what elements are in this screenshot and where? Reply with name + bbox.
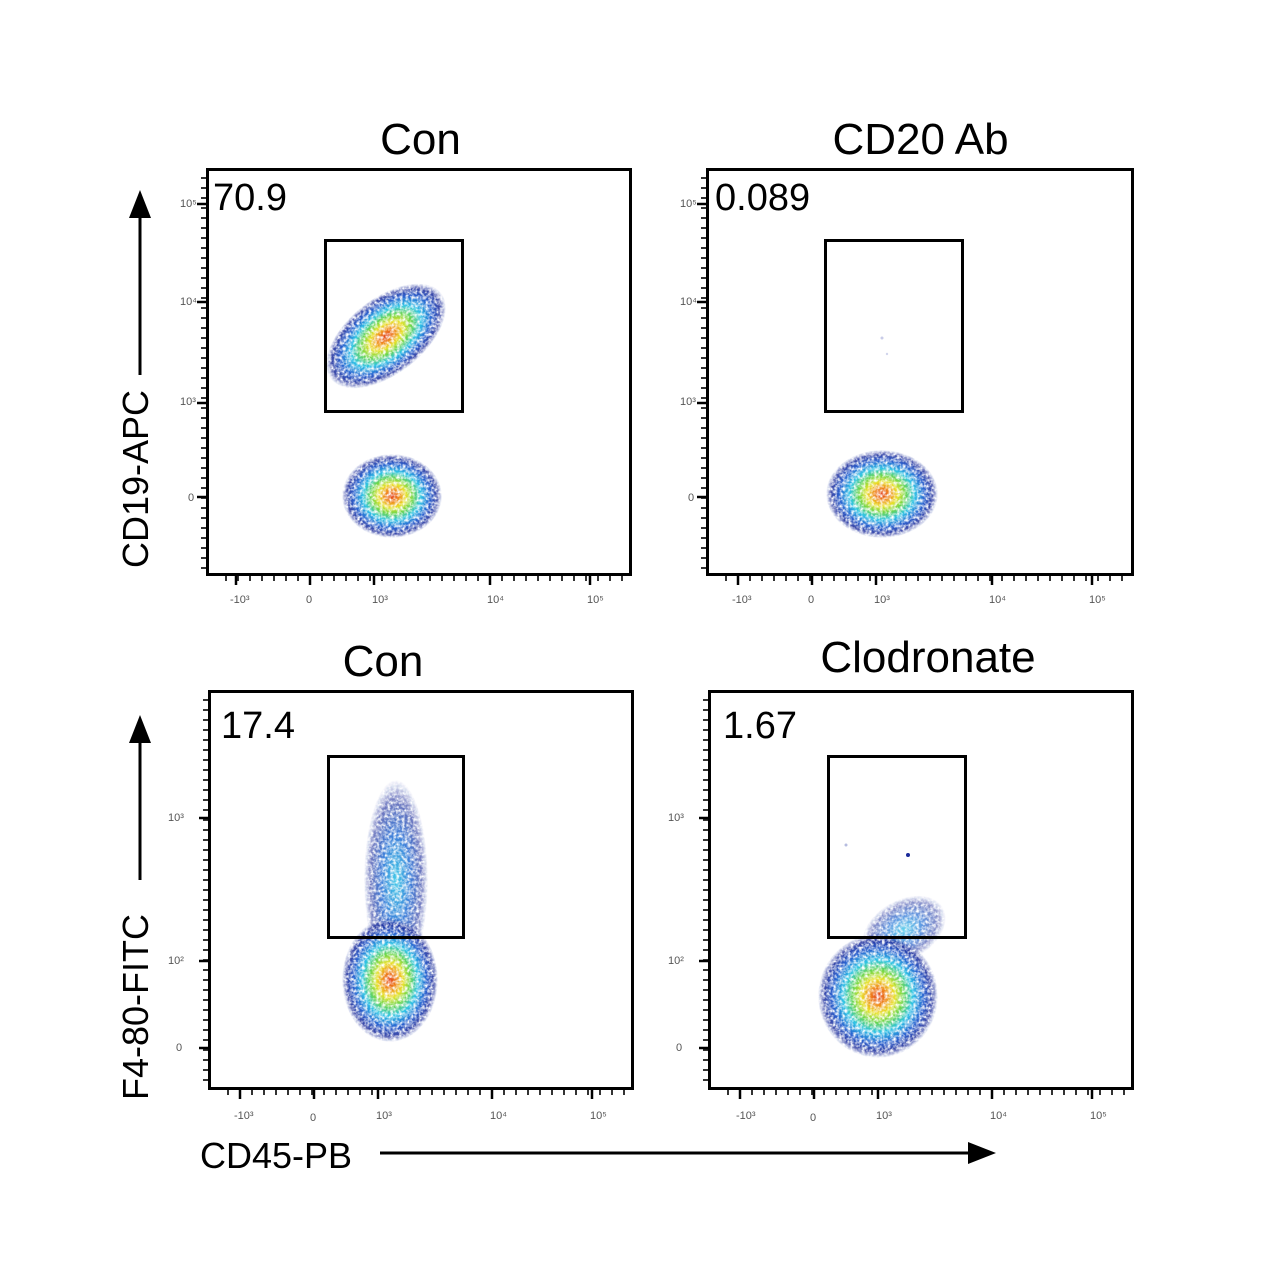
x-tick-label: -10³ (234, 1110, 254, 1122)
x-tick-label: 0 (310, 1112, 317, 1124)
gate-rectangle[interactable] (327, 755, 465, 939)
x-tick-label: 10³ (876, 1110, 892, 1122)
x-tick-label: 0 (808, 594, 815, 606)
density-plot (342, 780, 438, 1042)
plot-area: 1.67 (708, 690, 1134, 1090)
arrow-up-icon (129, 715, 151, 880)
plot-area: 70.9 (206, 168, 632, 576)
gate-percentage: 17.4 (221, 705, 295, 747)
gate-rectangle[interactable] (324, 239, 464, 413)
y-tick-label: 10³ (668, 812, 684, 824)
x-tick-label: 0 (810, 1112, 817, 1124)
y-tick-label: 10⁵ (180, 198, 197, 210)
gate-rectangle[interactable] (827, 755, 967, 939)
panel-title: Clodronate (820, 633, 1036, 682)
x-tick-label: 10⁵ (1090, 1110, 1107, 1122)
x-tick-label: -10³ (230, 594, 250, 606)
x-tick-label: 10⁴ (490, 1110, 507, 1122)
density-plot (326, 283, 446, 538)
x-tick-label: -10³ (736, 1110, 756, 1122)
y-tick-label: 0 (676, 1042, 683, 1054)
density-plot (818, 843, 946, 1058)
y-tick-label: 10³ (168, 812, 184, 824)
y-tick-label: 0 (176, 1042, 183, 1054)
density-plot (826, 336, 938, 538)
y-tick-label: 0 (688, 492, 695, 504)
gate-percentage: 1.67 (723, 705, 797, 747)
panel-title: Con (342, 637, 424, 686)
x-tick-label: 0 (306, 594, 313, 606)
y-axis-label-f480: F4-80-FITC (115, 913, 156, 1100)
x-tick-label: 10³ (376, 1110, 392, 1122)
x-tick-label: -10³ (732, 594, 752, 606)
x-tick-label: 10⁵ (1089, 594, 1106, 606)
x-tick-label: 10⁴ (989, 594, 1006, 606)
x-tick-label: 10⁴ (487, 594, 504, 606)
x-axis-label-cd45: CD45-PB (200, 1135, 353, 1176)
gate-rectangle[interactable] (824, 239, 964, 413)
y-tick-label: 10² (668, 955, 684, 967)
panel-title: CD20 Ab (832, 115, 1009, 164)
y-tick-label: 10⁵ (680, 198, 697, 210)
gate-percentage: 70.9 (213, 177, 287, 219)
y-tick-label: 10³ (180, 396, 196, 408)
x-tick-label: 10⁵ (587, 594, 604, 606)
gate-percentage: 0.089 (715, 177, 811, 219)
arrow-up-icon (129, 190, 151, 375)
x-tick-label: 10⁴ (990, 1110, 1007, 1122)
arrow-right-icon (380, 1142, 996, 1164)
x-tick-label: 10⁵ (590, 1110, 607, 1122)
x-tick-label: 10³ (874, 594, 890, 606)
x-tick-label: 10³ (372, 594, 388, 606)
y-axis-label-cd19: CD19-APC (115, 389, 156, 568)
y-tick-label: 0 (188, 492, 195, 504)
y-tick-label: 10³ (680, 396, 696, 408)
y-tick-label: 10² (168, 955, 184, 967)
panel-title: Con (380, 115, 461, 164)
y-tick-label: 10⁴ (180, 296, 197, 308)
plot-area: 17.4 (208, 690, 634, 1090)
plot-area: 0.089 (706, 168, 1134, 576)
y-tick-label: 10⁴ (680, 296, 697, 308)
